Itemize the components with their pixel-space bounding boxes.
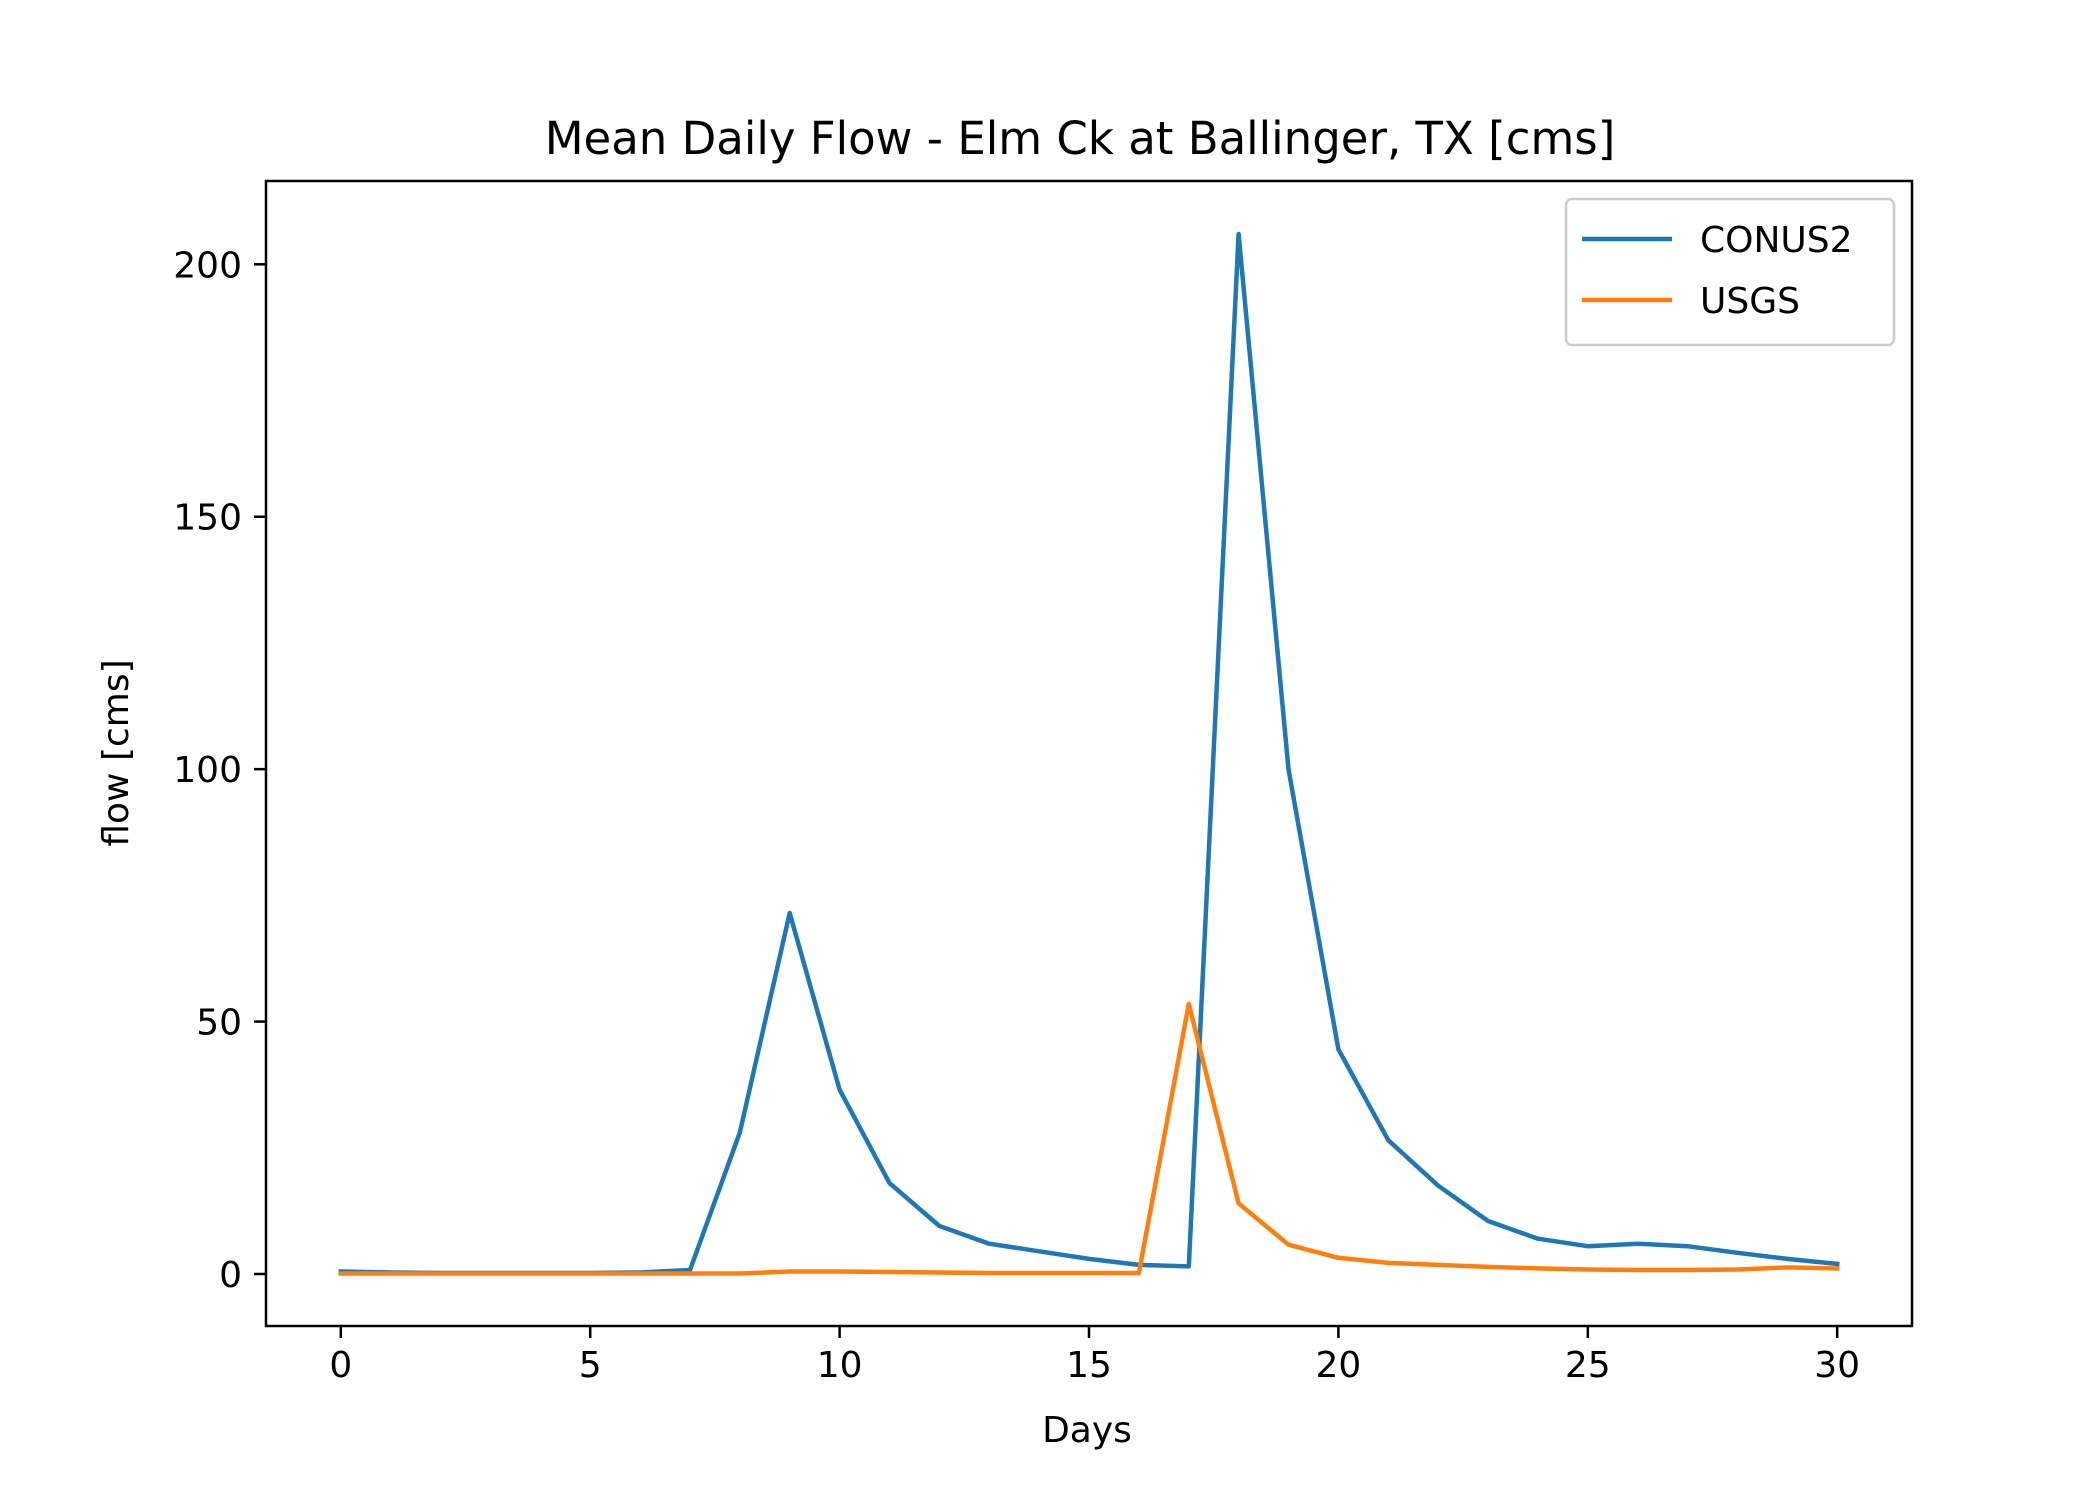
- chart-title: Mean Daily Flow - Elm Ck at Ballinger, T…: [545, 112, 1616, 165]
- series-line-usgs: [338, 1001, 1840, 1276]
- plot-area: [338, 231, 1840, 1276]
- y-axis: 0 50 100 150 200: [173, 245, 266, 1296]
- y-axis-label: flow [cms]: [96, 659, 137, 846]
- x-tick-label: 25: [1565, 1345, 1611, 1386]
- x-axis: 0 5 10 15 20 25 30: [329, 1326, 1860, 1386]
- x-tick-label: 20: [1315, 1345, 1361, 1386]
- legend: CONUS2 USGS: [1564, 197, 1896, 347]
- legend-box: [1564, 197, 1896, 347]
- y-tick-label: 200: [173, 245, 242, 286]
- x-tick-label: 0: [329, 1345, 352, 1386]
- legend-label-usgs: USGS: [1700, 281, 1800, 322]
- x-tick-label: 5: [579, 1345, 602, 1386]
- y-tick-label: 100: [173, 750, 242, 791]
- x-tick-label: 30: [1814, 1345, 1860, 1386]
- y-tick-label: 150: [173, 498, 242, 539]
- y-tick-label: 0: [219, 1255, 242, 1296]
- y-tick-label: 50: [196, 1003, 242, 1044]
- x-tick-label: 15: [1066, 1345, 1112, 1386]
- x-axis-label: Days: [1042, 1410, 1132, 1451]
- x-tick-label: 10: [817, 1345, 863, 1386]
- legend-label-conus2: CONUS2: [1700, 220, 1853, 261]
